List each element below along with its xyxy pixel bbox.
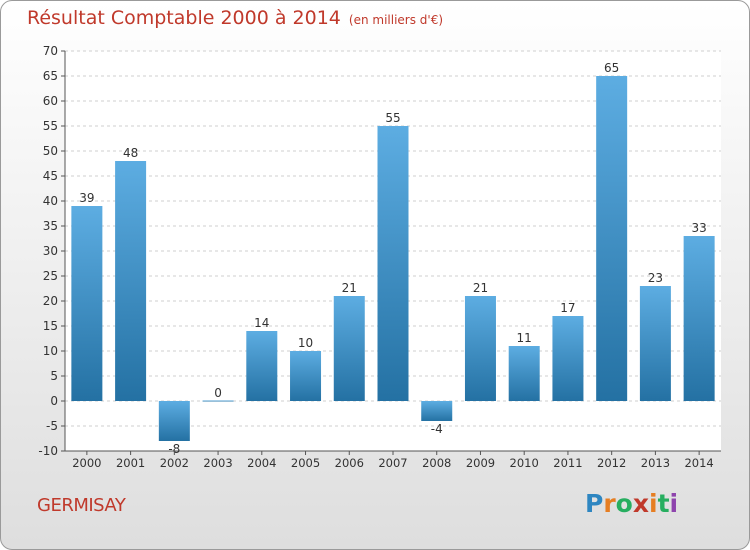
bar-2008	[421, 401, 453, 421]
bar-2009	[464, 296, 496, 401]
y-tick-label: 70	[43, 44, 58, 58]
y-tick-label: -10	[38, 444, 58, 458]
logo-letter: t	[657, 489, 670, 518]
y-tick-label: 5	[50, 369, 58, 383]
logo-letter: o	[615, 489, 633, 518]
y-tick-label: 20	[43, 294, 58, 308]
x-tick-label: 2010	[510, 456, 539, 470]
chart-title: Résultat Comptable 2000 à 2014 (en millie…	[27, 7, 443, 29]
y-tick-label: 60	[43, 94, 58, 108]
y-tick-label: 45	[43, 169, 58, 183]
x-tick-label: 2002	[160, 456, 189, 470]
bar-2000	[71, 206, 103, 401]
x-tick-label: 2000	[72, 456, 101, 470]
y-tick-label: 25	[43, 269, 58, 283]
y-tick-label: 15	[43, 319, 58, 333]
x-tick-label: 2009	[466, 456, 495, 470]
proxiti-logo: Proxiti	[585, 489, 678, 518]
commune-name: GERMISAY	[37, 495, 126, 516]
y-tick-label: -5	[46, 419, 58, 433]
bar-value-label: 48	[123, 146, 138, 160]
x-tick-label: 2014	[684, 456, 713, 470]
y-tick-label: 0	[50, 394, 58, 408]
bar-2001	[115, 161, 147, 401]
x-tick-label: 2005	[291, 456, 320, 470]
bar-2003	[202, 400, 234, 402]
logo-letter: i	[649, 489, 658, 518]
bar-value-label: -8	[168, 442, 180, 456]
chart-subtitle: (en milliers d'€)	[348, 13, 444, 27]
bar-2013	[639, 286, 671, 401]
bar-value-label: 23	[648, 271, 663, 285]
bar-value-label: 21	[473, 281, 488, 295]
bar-value-label: 14	[254, 316, 269, 330]
bar-2006	[333, 296, 365, 401]
x-tick-label: 2003	[203, 456, 232, 470]
bar-2002	[158, 401, 190, 441]
logo-letter: r	[603, 489, 616, 518]
bar-value-label: 0	[214, 386, 222, 400]
bar-value-label: 55	[385, 111, 400, 125]
bar-value-label: 39	[79, 191, 94, 205]
bar-2014	[683, 236, 715, 401]
bar-2007	[377, 126, 409, 401]
bar-value-label: 11	[517, 331, 532, 345]
x-tick-label: 2008	[422, 456, 451, 470]
x-tick-label: 2006	[335, 456, 364, 470]
y-tick-label: 65	[43, 69, 58, 83]
bar-value-label: 21	[342, 281, 357, 295]
bar-2005	[290, 351, 322, 401]
x-tick-label: 2013	[641, 456, 670, 470]
y-tick-label: 40	[43, 194, 58, 208]
logo-letter: i	[669, 489, 679, 518]
y-tick-label: 55	[43, 119, 58, 133]
y-tick-label: 30	[43, 244, 58, 258]
bar-value-label: 17	[560, 301, 575, 315]
bar-2004	[246, 331, 278, 401]
logo-letter: P	[585, 489, 604, 518]
x-tick-label: 2001	[116, 456, 145, 470]
x-tick-label: 2011	[553, 456, 582, 470]
x-tick-label: 2004	[247, 456, 276, 470]
bar-2012	[596, 76, 628, 401]
logo-letter: x	[632, 489, 649, 518]
bar-2010	[508, 346, 540, 401]
chart-title-main: Résultat Comptable 2000 à 2014	[27, 7, 341, 29]
bar-value-label: 10	[298, 336, 313, 350]
y-tick-label: 35	[43, 219, 58, 233]
x-tick-label: 2012	[597, 456, 626, 470]
bar-2011	[552, 316, 584, 401]
bar-value-label: -4	[431, 422, 443, 436]
y-tick-label: 10	[43, 344, 58, 358]
y-tick-label: 50	[43, 144, 58, 158]
bar-value-label: 65	[604, 61, 619, 75]
bar-value-label: 33	[691, 221, 706, 235]
x-tick-label: 2007	[378, 456, 407, 470]
